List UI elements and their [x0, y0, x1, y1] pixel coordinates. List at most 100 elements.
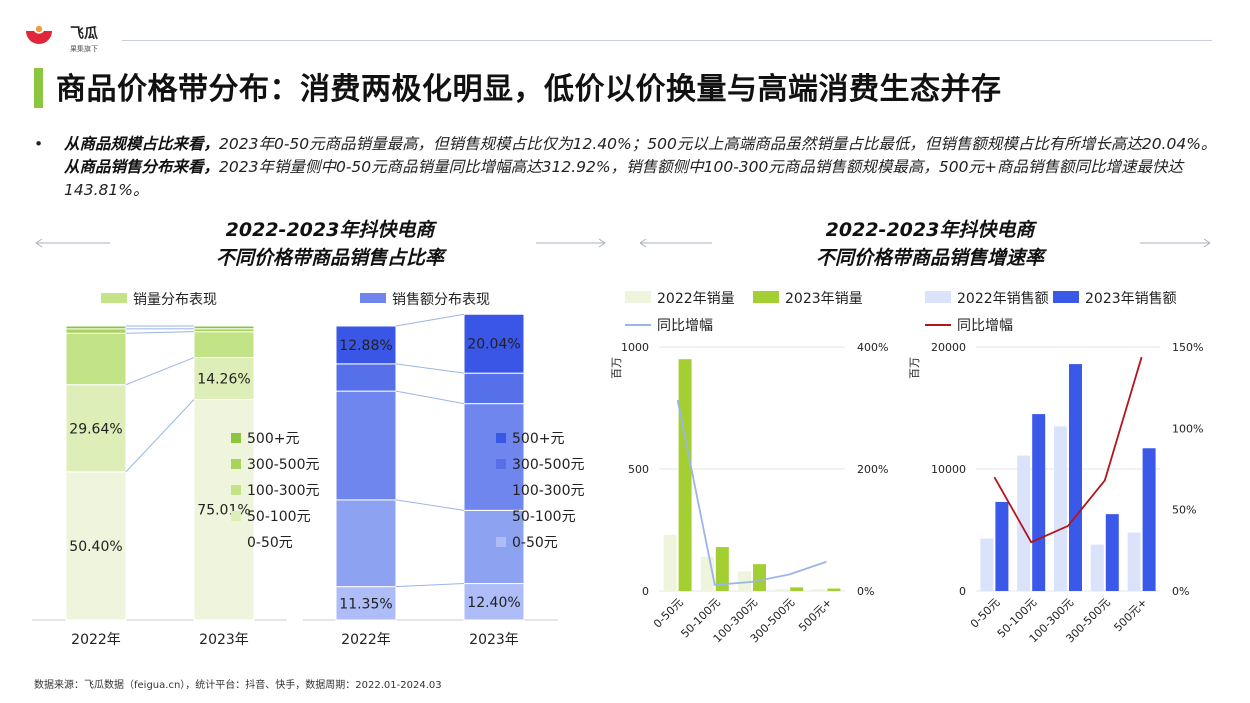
sales-share-connector-line [395, 390, 465, 405]
sales-share-legend-marker [496, 511, 506, 521]
volume-growth-yoy-line [676, 399, 827, 586]
sales-growth-y-tick: 20000 [931, 341, 966, 354]
sales-growth-bar [980, 538, 994, 591]
brand-tagline: 果集旗下 [70, 44, 98, 53]
volume-growth-y-unit: 百万 [610, 357, 623, 379]
sales-share-bar-segment [335, 363, 397, 392]
sales-growth-bar [1090, 544, 1104, 591]
volume-growth-bar [753, 564, 766, 591]
sales-growth-bar [1032, 414, 1046, 591]
sales-growth-y2-tick: 150% [1172, 341, 1203, 354]
volume-share-bar-segment [65, 384, 127, 473]
volume-share-legend-marker [231, 459, 241, 469]
sales-share-bar-segment [335, 586, 397, 621]
sales-growth-bar [1069, 364, 1082, 591]
sales-growth-bar [1054, 426, 1067, 591]
sales-share-legend-marker [496, 433, 506, 443]
sales-share-data-label: 11.35% [339, 596, 392, 612]
sales-share-data-label: 12.88% [339, 338, 392, 354]
sales-share-legend-label: 50-100元 [512, 509, 576, 525]
right-chart-title-line1: 2022-2023年抖快电商 [825, 219, 1035, 241]
volume-growth-bar [775, 589, 789, 591]
sales-share-legend-label: 500+元 [512, 431, 564, 447]
sales-share-data-label: 12.40% [467, 595, 520, 611]
volume-growth-legend-label: 同比增幅 [657, 318, 713, 334]
sales-share-bar-segment [335, 499, 397, 588]
volume-share-data-label: 14.26% [197, 372, 250, 388]
volume-growth-y-tick: 1000 [621, 341, 649, 354]
sales-growth-x-tick: 500元+ [1111, 596, 1149, 634]
source-note: 数据来源：飞瓜数据（feigua.cn），统计平台：抖音、快手，数据周期：202… [34, 680, 442, 691]
volume-share-bar-segment [193, 398, 255, 621]
sales-share-connector-line [395, 363, 465, 374]
sales-growth-y2-tick: 100% [1172, 422, 1203, 435]
sales-share-legend-marker [496, 485, 506, 495]
volume-share-legend-label: 100-300元 [247, 483, 320, 499]
volume-growth-y2-tick: 0% [857, 585, 874, 598]
sales-share-legend-label: 300-500元 [512, 457, 585, 473]
volume-share-connector-line [125, 331, 195, 334]
summary-body-2: 2023年销量侧中0-50元商品销量同比增幅高达312.92%，销售额侧中100… [64, 158, 1183, 199]
volume-growth-y2-tick: 200% [857, 463, 888, 476]
header-divider [122, 40, 1212, 41]
left-chart-title: 2022-2023年抖快电商 不同价格带商品销售占比率 [150, 216, 510, 272]
sales-growth-legend-label: 同比增幅 [957, 318, 1013, 334]
right-chart-title-line2: 不同价格带商品销售增速率 [815, 247, 1044, 269]
volume-growth-bar [812, 589, 826, 591]
volume-growth-y-tick: 500 [628, 463, 649, 476]
sales-share-connector-line [395, 583, 465, 588]
volume-share-category-label: 2022年 [71, 632, 121, 648]
sales-growth-legend-swatch [925, 291, 951, 303]
sales-growth-bar [1105, 514, 1119, 591]
volume-share-legend-swatch [101, 293, 127, 303]
volume-share-legend-label: 50-100元 [247, 509, 311, 525]
sales-growth-x-tick: 0-50元 [968, 596, 1003, 631]
sales-share-category-label: 2023年 [469, 632, 519, 648]
sales-share-bar-segment [335, 325, 397, 365]
arrow-left-icon [639, 238, 712, 248]
volume-share-bar-segment [193, 325, 255, 330]
sales-growth-yoy-line [993, 356, 1143, 544]
sales-share-legend-marker [496, 459, 506, 469]
brand-name: 飞瓜 [70, 26, 98, 42]
sales-share-legend-marker [496, 537, 506, 547]
left-chart-title-line1: 2022-2023年抖快电商 [225, 219, 435, 241]
summary-body-1: 2023年0-50元商品销量最高，但销售规模占比仅为12.40%；500元以上高… [219, 135, 1217, 153]
volume-share-connector-line [125, 399, 195, 473]
volume-growth-legend-swatch [753, 291, 779, 303]
volume-share-legend-label: 500+元 [247, 431, 299, 447]
sales-growth-bar [1142, 448, 1156, 591]
logo-mark-icon [26, 31, 52, 44]
title-accent-bar [34, 68, 43, 108]
sales-growth-legend-label: 2023年销售额 [1085, 291, 1177, 307]
sales-growth-bar [1017, 455, 1031, 591]
arrow-right-icon [1140, 238, 1211, 248]
arrow-right-icon [536, 238, 606, 248]
sales-share-legend-label: 100-300元 [512, 483, 585, 499]
sales-growth-y2-tick: 0% [1172, 585, 1189, 598]
bullet-marker: • [34, 135, 44, 153]
volume-share-bar-segment [193, 331, 255, 359]
volume-share-legend-label: 300-500元 [247, 457, 320, 473]
volume-growth-legend-label: 2022年销量 [657, 291, 735, 307]
sales-share-data-label: 20.04% [467, 337, 520, 353]
volume-growth-bar [827, 588, 841, 591]
volume-growth-bar [738, 571, 751, 591]
sales-share-bar-segment [463, 403, 525, 511]
volume-share-data-label: 50.40% [69, 539, 122, 555]
volume-growth-y-tick: 0 [642, 585, 649, 598]
sales-share-legend-label: 0-50元 [512, 535, 558, 551]
volume-share-bar-segment [65, 332, 127, 386]
sales-growth-bar [995, 501, 1009, 591]
sales-growth-y-unit: 百万 [908, 357, 921, 379]
volume-share-legend-marker [231, 537, 241, 547]
sales-growth-y-tick: 0 [959, 585, 966, 598]
volume-share-data-label: 29.64% [69, 421, 122, 437]
sales-growth-y2-tick: 50% [1172, 504, 1196, 517]
sales-growth-legend-label: 2022年销售额 [957, 291, 1049, 307]
volume-growth-bar [663, 534, 677, 591]
